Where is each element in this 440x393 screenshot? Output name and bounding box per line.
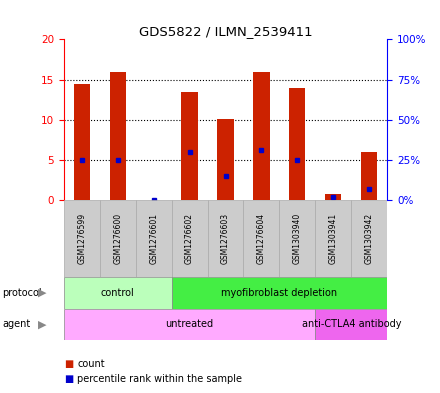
Text: GSM1276601: GSM1276601	[149, 213, 158, 264]
Text: GSM1276600: GSM1276600	[113, 213, 122, 264]
Text: anti-CTLA4 antibody: anti-CTLA4 antibody	[301, 319, 401, 329]
Bar	[172, 200, 208, 277]
Text: GSM1276604: GSM1276604	[257, 213, 266, 264]
Text: myofibroblast depletion: myofibroblast depletion	[221, 288, 337, 298]
Bar	[325, 194, 341, 200]
Bar	[181, 92, 198, 200]
Text: GSM1276599: GSM1276599	[77, 213, 86, 264]
Title: GDS5822 / ILMN_2539411: GDS5822 / ILMN_2539411	[139, 25, 312, 38]
Bar	[100, 200, 136, 277]
Bar	[253, 72, 270, 200]
Bar	[64, 277, 172, 309]
Bar	[289, 88, 305, 200]
Bar	[217, 119, 234, 200]
Text: GSM1276602: GSM1276602	[185, 213, 194, 264]
Text: protocol: protocol	[2, 288, 42, 298]
Text: agent: agent	[2, 319, 30, 329]
Bar	[64, 309, 315, 340]
Text: GSM1276603: GSM1276603	[221, 213, 230, 264]
Bar	[361, 152, 378, 200]
Text: GSM1303940: GSM1303940	[293, 213, 302, 264]
Bar	[315, 200, 351, 277]
Text: ■: ■	[64, 358, 73, 369]
Text: control: control	[101, 288, 135, 298]
Bar	[110, 72, 126, 200]
Bar	[136, 200, 172, 277]
Text: count: count	[77, 358, 105, 369]
Bar	[172, 277, 387, 309]
Bar	[315, 309, 387, 340]
Text: untreated: untreated	[165, 319, 214, 329]
Text: ▶: ▶	[37, 288, 46, 298]
Bar	[208, 200, 243, 277]
Text: ■: ■	[64, 374, 73, 384]
Bar	[64, 200, 100, 277]
Bar	[351, 200, 387, 277]
Text: GSM1303942: GSM1303942	[365, 213, 374, 264]
Bar	[279, 200, 315, 277]
Text: ▶: ▶	[37, 319, 46, 329]
Bar	[73, 84, 90, 200]
Bar	[243, 200, 279, 277]
Text: GSM1303941: GSM1303941	[329, 213, 338, 264]
Text: percentile rank within the sample: percentile rank within the sample	[77, 374, 242, 384]
